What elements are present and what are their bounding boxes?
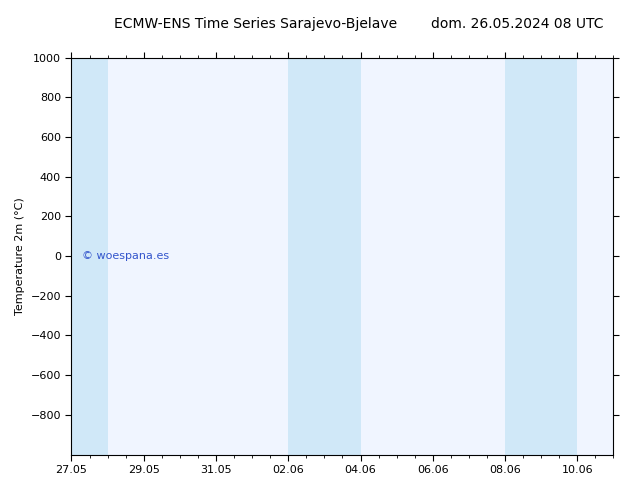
Bar: [72, 58, 108, 455]
Bar: [505, 58, 578, 455]
Text: ECMW-ENS Time Series Sarajevo-Bjelave: ECMW-ENS Time Series Sarajevo-Bjelave: [114, 17, 398, 31]
Bar: [288, 58, 361, 455]
Y-axis label: Temperature 2m (°C): Temperature 2m (°C): [15, 197, 25, 315]
Text: dom. 26.05.2024 08 UTC: dom. 26.05.2024 08 UTC: [431, 17, 604, 31]
Text: © woespana.es: © woespana.es: [82, 251, 169, 261]
